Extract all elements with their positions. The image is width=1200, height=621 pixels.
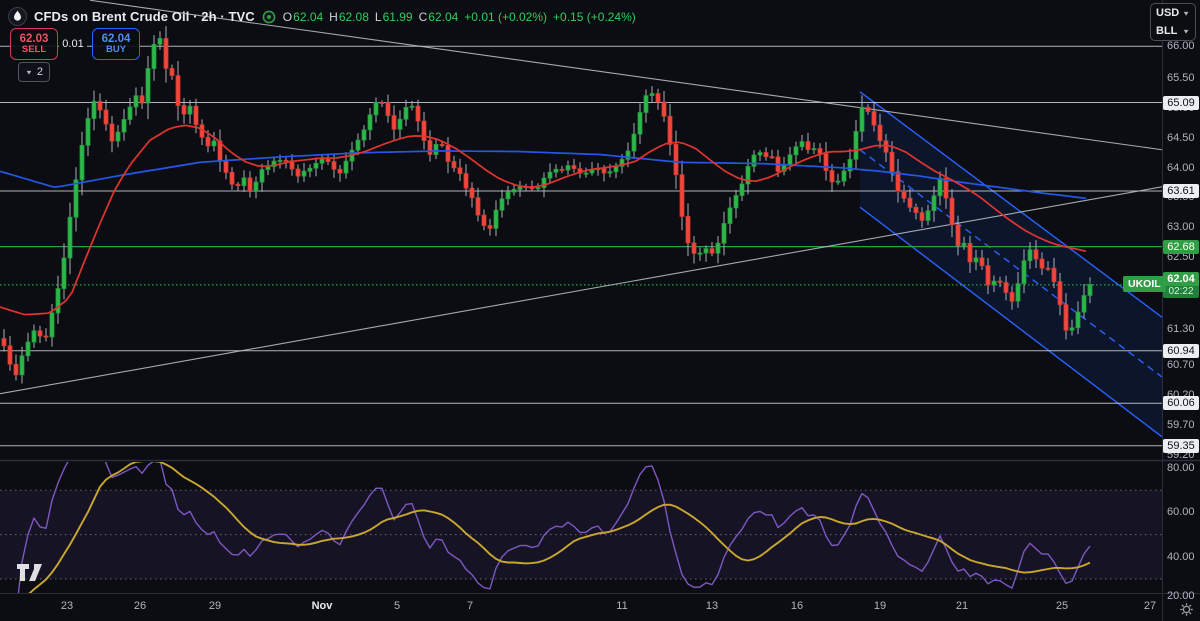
sell-price: 62.03: [19, 32, 49, 45]
unit-selector-group: USD ▼ BLL ▼: [1150, 3, 1196, 41]
chevron-down-icon: ▼: [1182, 27, 1190, 35]
price-tick: 64.50: [1167, 132, 1195, 144]
channel-mid-line[interactable]: [859, 149, 1162, 378]
price-tick: 65.50: [1167, 72, 1195, 84]
time-tick: 7: [466, 600, 474, 612]
price-tick: 66.00: [1167, 40, 1195, 52]
price-level-badge: 62.68: [1163, 240, 1199, 254]
current-price-badge: 62.04 02:22: [1163, 272, 1199, 298]
time-tick: Nov: [311, 600, 333, 612]
time-tick: 13: [705, 600, 719, 612]
unit-dropdown[interactable]: BLL ▼: [1156, 25, 1190, 37]
ohlc-close: C62.04: [418, 9, 459, 24]
price-tick: 62.50: [1167, 251, 1195, 263]
time-tick: 25: [1055, 600, 1069, 612]
channel-lower-line[interactable]: [859, 206, 1162, 438]
chevron-down-icon: ▼: [1182, 9, 1190, 17]
collapsed-count: 2: [36, 66, 44, 78]
time-axis[interactable]: 23 26 29 Nov 5 7 11 13 16 19 21 25 27: [0, 594, 1200, 621]
current-price-value: 62.04: [1163, 272, 1199, 286]
instrument-logo-oil-drop-icon: [8, 7, 27, 26]
ohlc-values: O62.04 H62.08 L61.99 C62.04 +0.01 (+0.02…: [283, 10, 636, 24]
price-axis[interactable]: 66.0065.5065.0064.5064.0063.5063.0062.50…: [1163, 0, 1200, 602]
time-tick: 11: [616, 600, 628, 612]
price-level-badge: 65.09: [1163, 96, 1199, 110]
price-level-badge: 60.06: [1163, 396, 1199, 410]
channel-upper-line[interactable]: [859, 91, 1162, 318]
main-pane[interactable]: [0, 0, 1162, 447]
ohlc-low: L61.99: [374, 9, 413, 24]
ascending-support-trendline[interactable]: [0, 186, 1162, 395]
market-open-icon: [262, 10, 276, 23]
indicator-pane[interactable]: [0, 450, 1162, 614]
currency-dropdown[interactable]: USD ▼: [1156, 7, 1190, 19]
time-tick: 19: [873, 600, 887, 612]
time-tick: 29: [208, 600, 222, 612]
sell-button[interactable]: 62.03 SELL: [10, 28, 58, 60]
symbol-title[interactable]: CFDs on Brent Crude Oil · 2h · TVC: [34, 9, 255, 24]
time-tick: 5: [393, 600, 401, 612]
descending-resistance-trendline[interactable]: [89, 0, 1162, 151]
indicator-tick: 40.00: [1167, 551, 1195, 563]
time-tick: 16: [790, 600, 804, 612]
ohlc-open: O62.04: [282, 9, 324, 24]
price-level-badge: 63.61: [1163, 184, 1199, 198]
buy-button[interactable]: 62.04 BUY: [92, 28, 140, 60]
spread-value: 0.01: [59, 38, 87, 50]
time-tick: 26: [133, 600, 147, 612]
candlestick-series: [1, 26, 1093, 384]
time-tick: 27: [1143, 600, 1157, 612]
current-price-symbol-badge: UKOIL: [1123, 276, 1166, 292]
tradingview-logo[interactable]: [16, 563, 43, 582]
buy-price: 62.04: [101, 32, 131, 45]
time-tick: 23: [60, 600, 74, 612]
rsi-smoothing-line[interactable]: [4, 461, 1091, 601]
price-level-badge: 60.94: [1163, 344, 1199, 358]
change-secondary-value: +0.15 (+0.24%): [553, 9, 636, 24]
fast-moving-average-line[interactable]: [0, 124, 1087, 316]
bar-countdown: 02:22: [1163, 286, 1199, 298]
price-tick: 60.70: [1167, 359, 1195, 371]
time-tick: 21: [955, 600, 969, 612]
price-tick: 61.30: [1167, 323, 1195, 335]
slow-moving-average-line[interactable]: [0, 150, 1087, 200]
price-tick: 59.70: [1167, 419, 1195, 431]
price-level-badge: 59.35: [1163, 439, 1199, 453]
price-tick: 63.00: [1167, 221, 1195, 233]
ohlc-high: H62.08: [329, 9, 369, 24]
indicator-tick: 60.00: [1167, 506, 1195, 518]
gear-icon[interactable]: [1179, 602, 1194, 617]
change-value: +0.01 (+0.02%): [464, 9, 548, 24]
indicator-tick: 20.00: [1167, 590, 1195, 602]
chevron-down-icon: ▼: [25, 68, 33, 76]
rsi-line[interactable]: [4, 450, 1091, 614]
price-tick: 64.00: [1167, 162, 1195, 174]
last-price-marker: [1086, 280, 1094, 289]
legend-collapse-button[interactable]: ▼ 2: [18, 62, 51, 82]
indicator-tick: 80.00: [1167, 462, 1195, 474]
legend: CFDs on Brent Crude Oil · 2h · TVC O62.0…: [8, 7, 636, 26]
